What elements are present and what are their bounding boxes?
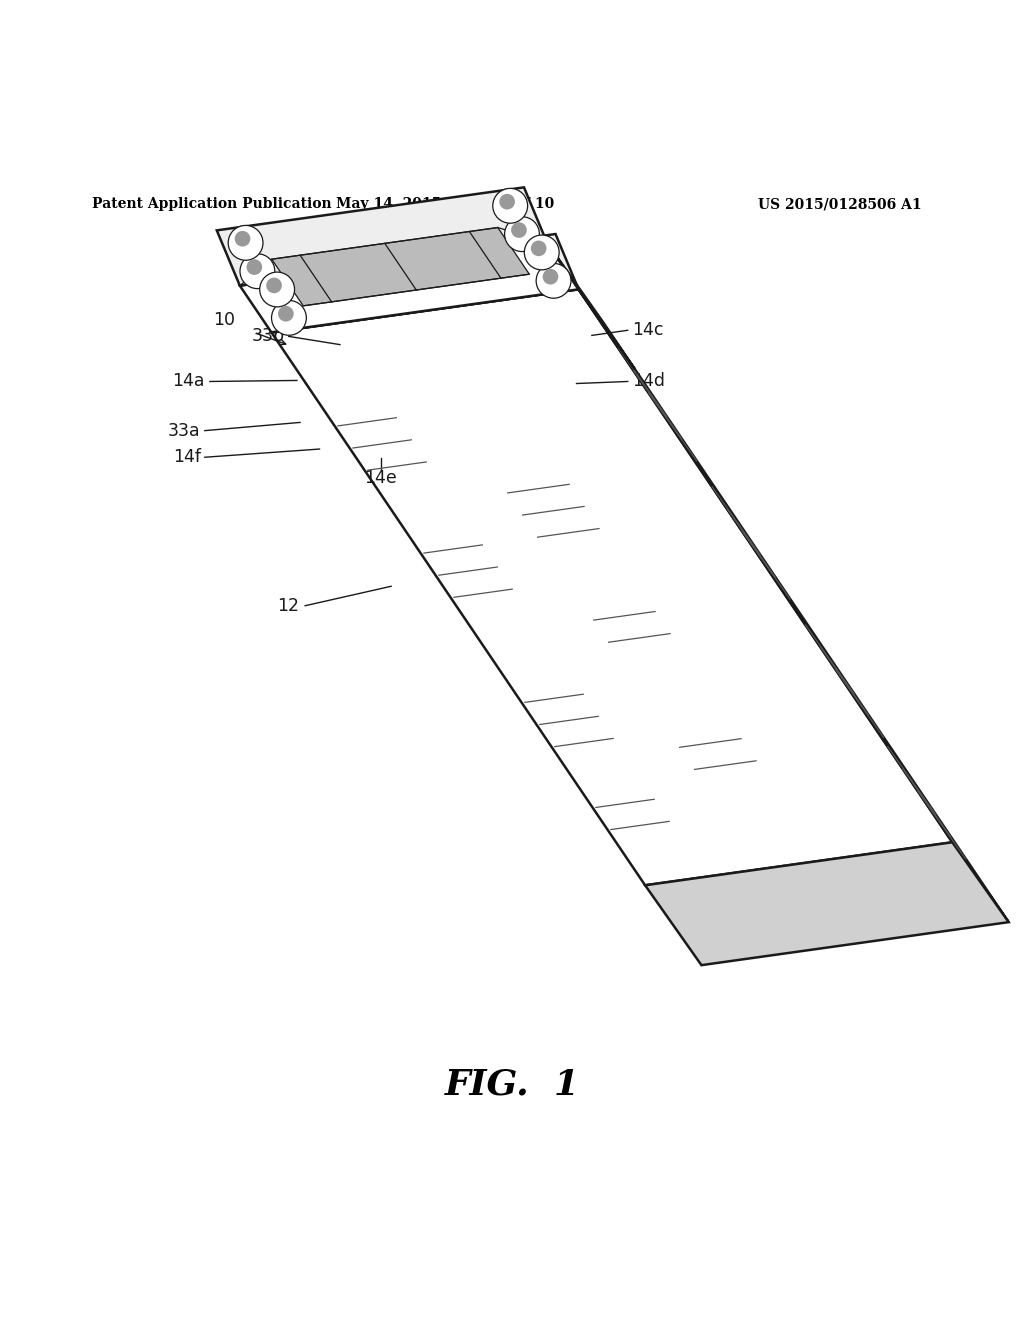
Text: 10: 10 [214, 312, 236, 329]
Text: May 14, 2015  Sheet 1 of 10: May 14, 2015 Sheet 1 of 10 [336, 197, 555, 211]
Polygon shape [547, 243, 635, 370]
Circle shape [543, 269, 558, 285]
Circle shape [279, 306, 294, 322]
Circle shape [524, 235, 559, 269]
Circle shape [505, 216, 540, 252]
Text: FIG.  1: FIG. 1 [444, 1068, 580, 1102]
Polygon shape [240, 243, 579, 333]
Circle shape [240, 253, 274, 289]
Polygon shape [271, 289, 952, 886]
Circle shape [500, 194, 515, 210]
Text: 12: 12 [278, 597, 299, 615]
Circle shape [260, 272, 295, 308]
Text: 14d: 14d [632, 372, 665, 391]
Circle shape [228, 226, 263, 260]
Circle shape [530, 240, 547, 256]
Text: 14b: 14b [444, 268, 477, 286]
Circle shape [266, 277, 282, 293]
Text: 14e: 14e [365, 469, 397, 487]
Circle shape [234, 231, 250, 247]
Text: 14f: 14f [173, 449, 201, 466]
Circle shape [271, 301, 306, 335]
Text: Patent Application Publication: Patent Application Publication [92, 197, 332, 211]
Text: 14a: 14a [172, 372, 205, 391]
Circle shape [247, 259, 262, 275]
Polygon shape [217, 187, 547, 285]
Circle shape [493, 189, 527, 223]
Polygon shape [579, 289, 1009, 923]
Text: US 2015/0128506 A1: US 2015/0128506 A1 [758, 197, 922, 211]
Circle shape [537, 264, 571, 298]
Polygon shape [645, 842, 1009, 965]
Polygon shape [271, 227, 529, 306]
Text: 33a: 33a [168, 421, 201, 440]
Text: 33b: 33b [252, 327, 285, 346]
Polygon shape [249, 234, 579, 333]
Text: 14c: 14c [632, 321, 664, 339]
Circle shape [511, 222, 526, 238]
